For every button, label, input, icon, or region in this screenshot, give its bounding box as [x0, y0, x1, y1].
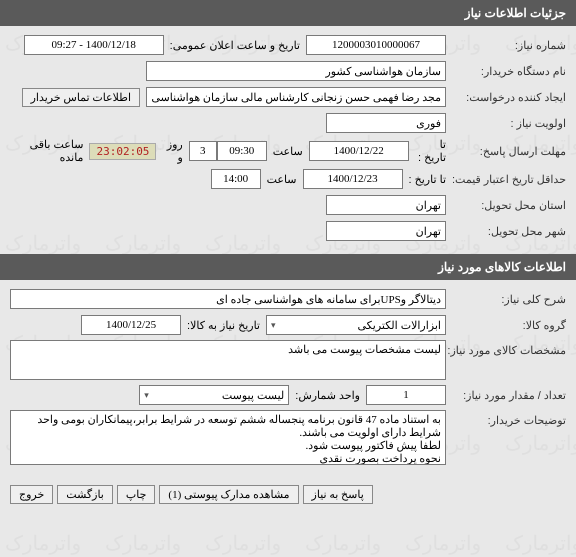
priority-field[interactable] — [326, 113, 446, 133]
need-date-field[interactable] — [81, 315, 181, 335]
buyer-contact-button[interactable]: اطلاعات تماس خریدار — [22, 88, 140, 107]
reply-time-field[interactable] — [217, 141, 267, 161]
spec-textarea[interactable] — [10, 340, 446, 380]
unit-select-value: لیست پیوست — [222, 389, 284, 402]
creator-label: ایجاد کننده درخواست: — [446, 91, 566, 104]
unit-select[interactable]: لیست پیوست — [139, 385, 289, 405]
buyer-note-label: توضیحات خریدار: — [446, 410, 566, 427]
price-valid-date-field[interactable] — [303, 169, 403, 189]
city-label: شهر محل تحویل: — [446, 225, 566, 238]
remaining-time-badge: 23:02:05 — [89, 143, 156, 160]
exit-button[interactable]: خروج — [10, 485, 53, 504]
reply-button[interactable]: پاسخ به نیاز — [303, 485, 373, 504]
spec-label: مشخصات کالای مورد نیاز: — [446, 340, 566, 357]
reply-date-field[interactable] — [309, 141, 409, 161]
attachments-button[interactable]: مشاهده مدارک پیوستی (1) — [159, 485, 298, 504]
need-info-title: جزئیات اطلاعات نیاز — [465, 6, 566, 20]
group-select-value: ابزارالات الکتریکی — [358, 319, 441, 332]
unit-label: واحد شمارش: — [295, 389, 360, 402]
remaining-days-label: روز و — [162, 138, 182, 164]
province-label: استان محل تحویل: — [446, 199, 566, 212]
back-button[interactable]: بازگشت — [57, 485, 113, 504]
qty-field[interactable] — [366, 385, 446, 405]
need-number-label: شماره نیاز: — [446, 39, 566, 52]
need-date-label: تاریخ نیاز به کالا: — [187, 319, 260, 332]
to-date-label-1: تا تاریخ : — [415, 138, 446, 164]
goods-info-header: اطلاعات کالاهای مورد نیاز — [0, 254, 576, 280]
print-button[interactable]: چاپ — [117, 485, 156, 504]
announce-label: تاریخ و ساعت اعلان عمومی: — [170, 39, 300, 52]
time-label-2: ساعت — [267, 173, 297, 186]
buyer-note-textarea[interactable] — [10, 410, 446, 465]
desc-field[interactable] — [10, 289, 446, 309]
reply-deadline-label: مهلت ارسال پاسخ: — [446, 145, 566, 158]
qty-label: تعداد / مقدار مورد نیاز: — [446, 389, 566, 402]
priority-label: اولویت نیاز : — [446, 117, 566, 130]
province-field[interactable] — [326, 195, 446, 215]
footer-bar: پاسخ به نیاز مشاهده مدارک پیوستی (1) چاپ… — [0, 477, 576, 512]
to-date-label-2: تا تاریخ : — [409, 173, 446, 186]
price-valid-label: حداقل تاریخ اعتبار قیمت: — [446, 173, 566, 186]
desc-label: شرح کلی نیاز: — [446, 293, 566, 306]
remaining-suffix: ساعت باقی مانده — [16, 138, 83, 164]
announce-datetime-field[interactable] — [24, 35, 164, 55]
org-field[interactable] — [146, 61, 446, 81]
group-select[interactable]: ابزارالات الکتریکی — [266, 315, 446, 335]
need-info-body: شماره نیاز: تاریخ و ساعت اعلان عمومی: نا… — [0, 26, 576, 254]
city-field[interactable] — [326, 221, 446, 241]
time-label-1: ساعت — [273, 145, 303, 158]
price-valid-time-field[interactable] — [211, 169, 261, 189]
remaining-days-field — [189, 141, 217, 161]
need-number-field[interactable] — [306, 35, 446, 55]
creator-field[interactable] — [146, 87, 446, 107]
goods-info-body: شرح کلی نیاز: گروه کالا: ابزارالات الکتر… — [0, 280, 576, 477]
group-label: گروه کالا: — [446, 319, 566, 332]
goods-info-title: اطلاعات کالاهای مورد نیاز — [438, 260, 566, 274]
need-info-header: جزئیات اطلاعات نیاز — [0, 0, 576, 26]
org-label: نام دستگاه خریدار: — [446, 65, 566, 78]
